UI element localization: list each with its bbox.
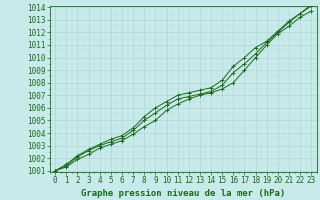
- X-axis label: Graphe pression niveau de la mer (hPa): Graphe pression niveau de la mer (hPa): [81, 189, 285, 198]
